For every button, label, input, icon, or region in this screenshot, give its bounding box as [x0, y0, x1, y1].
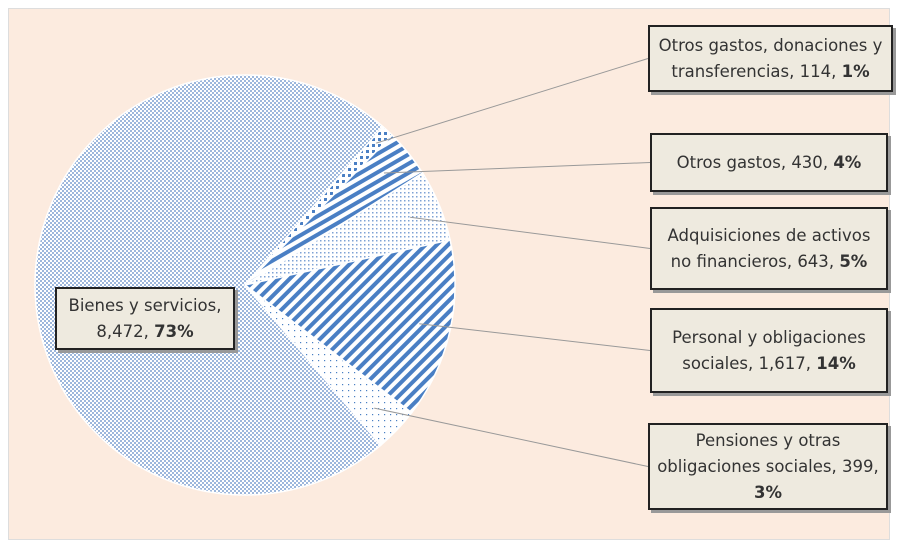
label-part: 1%: [841, 61, 870, 81]
leader-line: [376, 58, 649, 144]
leader-line: [410, 216, 651, 249]
label-part: 5%: [839, 251, 868, 271]
label-part: Bienes y servicios: [68, 295, 217, 315]
label-part: Pensiones y otras obligaciones sociales: [657, 430, 841, 476]
label-part: Otros gastos: [676, 152, 781, 172]
label-part: 14%: [816, 353, 856, 373]
label-part: Personal y obligaciones sociales: [672, 327, 866, 373]
data-label: Personal y obligaciones sociales, 1,617,…: [650, 308, 888, 393]
label-part: 4%: [833, 152, 862, 172]
leader-line: [374, 407, 649, 467]
pie-slice: [34, 74, 384, 496]
label-part: 73%: [154, 321, 194, 341]
pie-slice: [243, 239, 456, 414]
leader-line: [419, 323, 651, 351]
label-part: Otros gastos, donaciones y transferencia…: [658, 35, 883, 81]
label-part: 430: [791, 152, 823, 172]
label-part: 3%: [753, 482, 782, 502]
label-part: 114: [799, 61, 832, 81]
data-label: Otros gastos, 430, 4%: [650, 133, 888, 192]
data-label: Pensiones y otras obligaciones sociales,…: [648, 423, 888, 510]
data-label: Adquisiciones de activos no financieros,…: [650, 207, 888, 290]
label-part: 8,472: [96, 321, 144, 341]
label-part: 643: [797, 251, 829, 271]
label-part: 1,617: [758, 353, 806, 373]
data-label: Bienes y servicios, 8,472, 73%: [55, 287, 235, 350]
data-label: Otros gastos, donaciones y transferencia…: [648, 25, 893, 92]
leader-line: [383, 162, 651, 174]
label-part: Adquisiciones de activos no financieros: [667, 225, 871, 271]
label-part: 399: [842, 456, 874, 476]
